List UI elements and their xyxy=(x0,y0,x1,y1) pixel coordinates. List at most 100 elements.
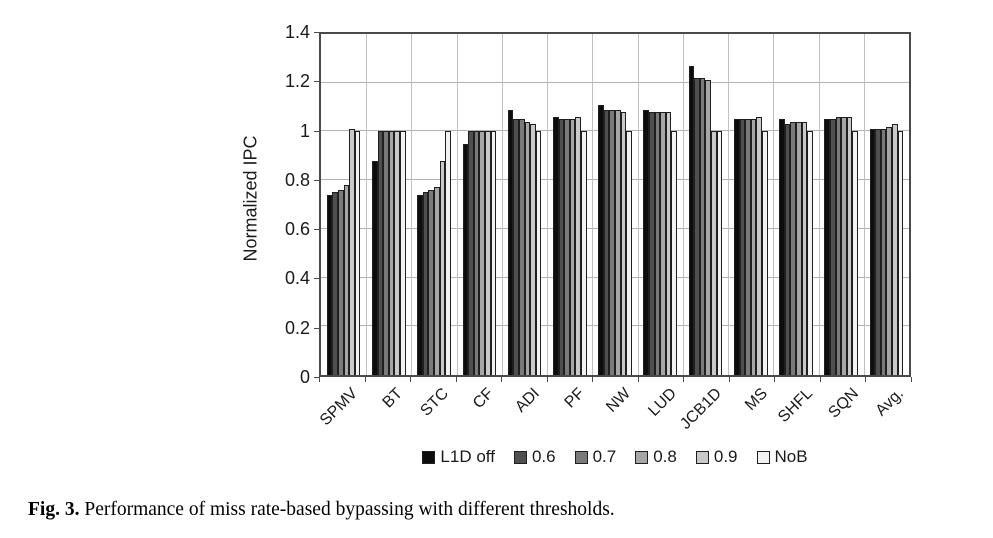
x-tick xyxy=(865,377,867,382)
y-tick xyxy=(314,278,319,280)
y-tick xyxy=(314,229,319,231)
bar-group-sqn xyxy=(819,34,864,375)
bar xyxy=(615,109,621,375)
bar xyxy=(445,131,451,375)
bar xyxy=(660,111,666,375)
bar-group-adi xyxy=(502,34,547,375)
legend-label: 0.9 xyxy=(713,447,738,466)
bar xyxy=(349,129,355,375)
caption-text: Performance of miss rate-based bypassing… xyxy=(84,499,615,520)
bar xyxy=(756,116,762,375)
bar xyxy=(598,104,604,375)
legend-label: L1D off xyxy=(440,447,495,466)
bar xyxy=(553,116,559,375)
bar xyxy=(801,121,808,375)
bar xyxy=(784,124,791,375)
bar xyxy=(417,194,423,375)
bar-group-cf xyxy=(457,34,502,375)
bar xyxy=(580,131,587,375)
x-tick xyxy=(501,377,503,382)
bar xyxy=(530,124,536,375)
y-tick-label: 0 xyxy=(299,367,310,387)
bar xyxy=(575,116,581,375)
bar-group-pf xyxy=(547,34,592,375)
x-tick xyxy=(911,377,912,382)
x-tick xyxy=(592,377,594,382)
bar xyxy=(524,121,531,375)
bar xyxy=(468,131,474,375)
legend-swatch xyxy=(635,450,649,464)
bar xyxy=(745,119,751,375)
bar xyxy=(886,126,893,375)
bar xyxy=(897,131,904,375)
bar xyxy=(626,131,632,375)
bar xyxy=(869,129,876,375)
bar xyxy=(326,194,333,375)
bar xyxy=(846,116,853,375)
bar-group-shfl xyxy=(773,34,818,375)
legend-item: L1D off xyxy=(422,447,495,467)
bar xyxy=(394,131,401,375)
bar xyxy=(750,119,757,375)
bar xyxy=(807,131,813,375)
legend-label: 0.8 xyxy=(653,447,677,466)
bar xyxy=(473,131,480,375)
gridline xyxy=(773,34,775,375)
bar xyxy=(558,119,565,375)
legend-swatch xyxy=(695,450,709,464)
y-tick-label: 0.8 xyxy=(284,169,310,190)
bar-group-ms xyxy=(728,34,773,375)
y-tick xyxy=(314,130,319,132)
x-tick xyxy=(364,377,366,382)
bar xyxy=(462,143,469,375)
bar xyxy=(343,185,350,375)
bar-group-lud xyxy=(638,34,683,375)
x-tick xyxy=(319,377,320,382)
bar xyxy=(739,119,746,375)
bar xyxy=(338,189,344,375)
gridline xyxy=(818,34,820,375)
bar xyxy=(694,77,700,375)
legend-swatch xyxy=(513,450,527,464)
bar xyxy=(484,131,491,375)
bar xyxy=(892,124,898,375)
y-tick xyxy=(314,377,319,378)
legend-swatch xyxy=(422,450,436,464)
x-tick xyxy=(637,377,639,382)
bar-group-spmv xyxy=(321,34,366,375)
x-tick xyxy=(774,377,776,382)
bar xyxy=(761,131,768,375)
x-tick xyxy=(455,377,457,382)
x-tick xyxy=(546,377,548,382)
bar xyxy=(354,131,361,375)
bar xyxy=(400,131,406,375)
legend-swatch xyxy=(756,450,770,464)
bar xyxy=(824,119,830,375)
bar xyxy=(699,77,706,375)
x-tick xyxy=(819,377,821,382)
bar xyxy=(439,160,446,375)
y-axis-title: Normalized IPC xyxy=(240,135,261,262)
bar xyxy=(665,111,672,375)
caption-fig-label: Fig. 3. xyxy=(28,499,80,520)
bar xyxy=(790,121,796,375)
bar xyxy=(513,119,519,375)
bar xyxy=(507,109,514,375)
bar xyxy=(841,116,847,375)
bar-group-bt xyxy=(366,34,411,375)
bar xyxy=(535,131,542,375)
legend-item: 0.7 xyxy=(574,447,616,467)
y-tick-label: 0.6 xyxy=(284,219,310,240)
bar xyxy=(654,111,661,375)
gridline xyxy=(863,34,865,375)
y-tick xyxy=(314,179,319,181)
gridline xyxy=(411,34,413,375)
bar-group-jcb1d xyxy=(683,34,728,375)
bar xyxy=(490,131,497,375)
bar xyxy=(880,129,887,375)
bar xyxy=(569,119,576,375)
gridline xyxy=(501,34,503,375)
gridline xyxy=(366,34,368,375)
bar xyxy=(377,131,384,375)
bar-group-nw xyxy=(592,34,637,375)
